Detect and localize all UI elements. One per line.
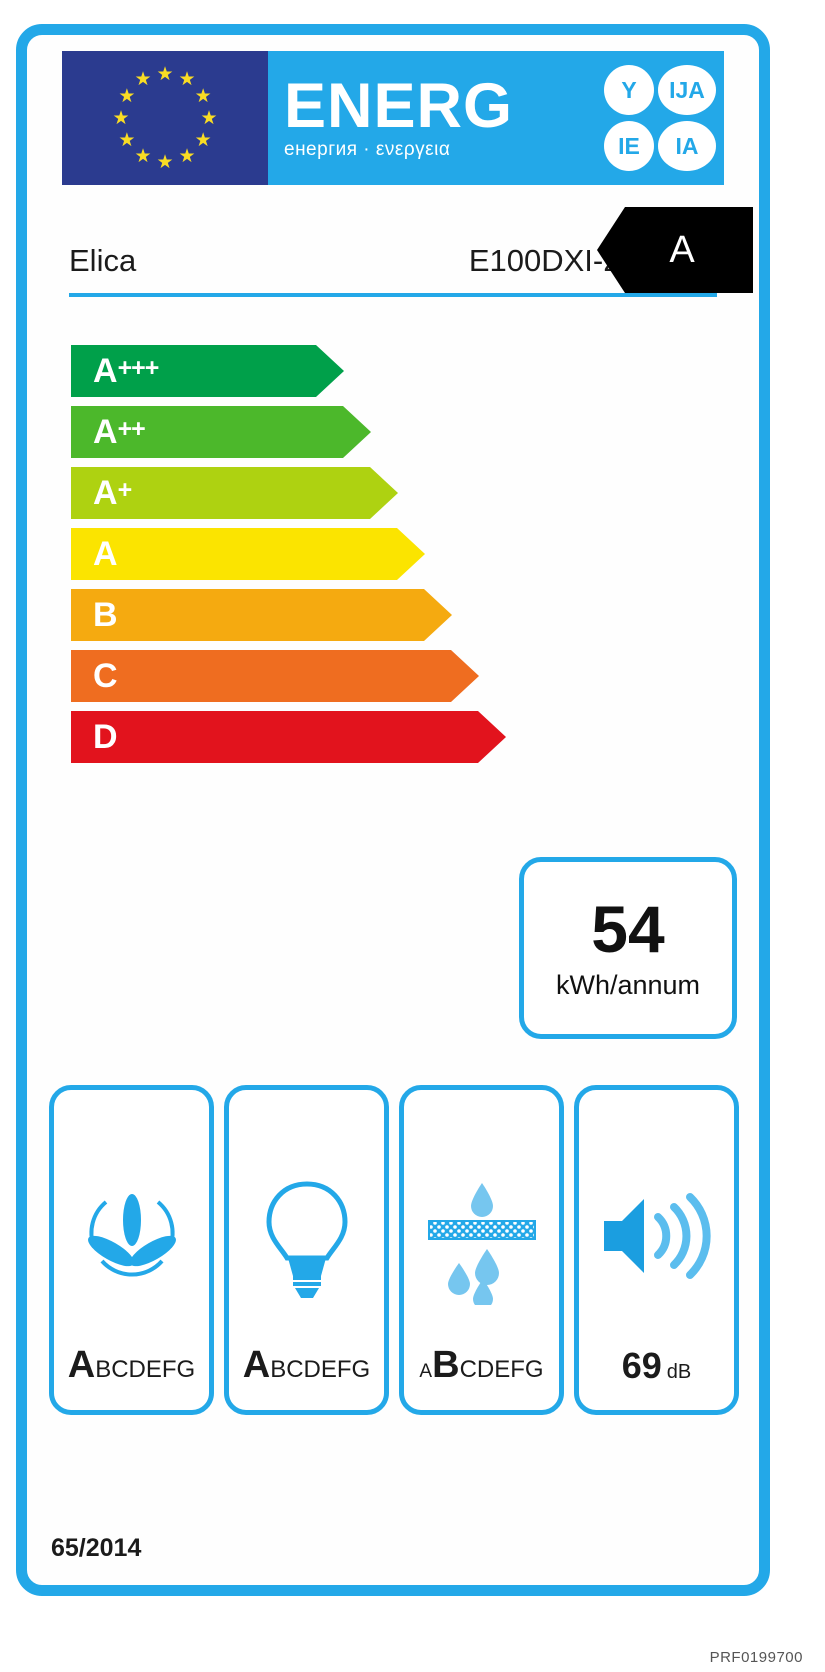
scale-row: A — [71, 528, 739, 580]
consumption-value: 54 — [591, 891, 665, 966]
class-plus-signs: ++ — [117, 414, 145, 443]
noise-level-unit: dB — [666, 1361, 692, 1383]
eu-star-icon: ★ — [178, 145, 196, 167]
lightbulb-icon — [229, 1124, 384, 1346]
fluid-dynamic-efficiency-box: ABCDEFG — [49, 1085, 214, 1415]
eu-star-icon: ★ — [194, 85, 212, 107]
class-letter: A — [93, 351, 118, 390]
label-header: ★ ★ ★ ★ ★ ★ ★ ★ ★ ★ ★ ★ ENERG енергия · ενεργεια Y … — [62, 51, 724, 185]
class-plus-signs: + — [117, 475, 132, 504]
eu-star-icon: ★ — [194, 129, 212, 151]
class-letter: B — [93, 595, 118, 634]
eu-flag-icon: ★ ★ ★ ★ ★ ★ ★ ★ ★ ★ ★ ★ — [62, 51, 268, 185]
class-letter: A — [93, 473, 118, 512]
lighting-grade: ABCDEFG — [243, 1346, 370, 1384]
scale-row: B — [71, 589, 739, 641]
eu-star-icon: ★ — [134, 69, 152, 91]
lighting-efficiency-box: ABCDEFG — [224, 1085, 389, 1415]
fluid-dynamic-grade: ABCDEFG — [68, 1346, 195, 1384]
scale-row: A + — [71, 467, 739, 519]
speaker-icon — [579, 1124, 734, 1348]
rated-class-value: A — [669, 228, 695, 271]
energ-circle-ie: IE — [604, 121, 654, 171]
efficiency-scale: A +++ A ++ A + A B C D — [71, 345, 739, 765]
energ-circle-ija: IJA — [658, 65, 716, 115]
efficiency-class-bar-Aplusplusplus: A +++ — [71, 345, 344, 397]
eu-star-icon: ★ — [178, 69, 196, 91]
consumption-unit: kWh/annum — [555, 969, 701, 1000]
energ-banner: ENERG енергия · ενεργεια Y IJA IE IA — [268, 51, 724, 185]
noise-level-value: 69 — [621, 1345, 662, 1386]
noise-level-value-row: 69 dB — [622, 1348, 692, 1384]
fluid-dynamic-grade-rest: BCDEFG — [95, 1356, 196, 1383]
efficiency-class-bar-C: C — [71, 650, 479, 702]
grease-filtering-grade: ABCDEFG — [419, 1346, 543, 1384]
energ-circle-ia: IA — [658, 121, 716, 171]
supplier-brand: Elica — [69, 243, 137, 278]
header-divider — [69, 293, 717, 297]
grease-filtering-efficiency-box: ABCDEFG — [399, 1085, 564, 1415]
grease-grade-pre: A — [419, 1361, 433, 1382]
grease-grade-value: B — [432, 1344, 460, 1386]
class-letter: C — [93, 656, 118, 695]
lighting-grade-value: A — [242, 1344, 271, 1386]
eu-star-icon: ★ — [156, 151, 174, 173]
efficiency-class-bar-B: B — [71, 589, 452, 641]
class-letter: A — [93, 534, 118, 573]
annual-energy-consumption-box: 54 kWh/annum — [519, 857, 737, 1039]
reference-code: PRF0199700 — [709, 1649, 803, 1666]
efficiency-class-bar-D: D — [71, 711, 506, 763]
class-letter: D — [93, 717, 118, 756]
energ-subtitle: енергия · ενεργεια — [284, 138, 451, 160]
scale-row: C — [71, 650, 739, 702]
fluid-dynamic-grade-value: A — [67, 1344, 96, 1386]
energ-wordmark: ENERG — [284, 70, 514, 141]
energ-language-circles: Y IJA IE IA — [604, 65, 716, 171]
scale-row: A +++ — [71, 345, 739, 397]
rated-class-arrow: A — [597, 207, 753, 293]
eu-star-icon: ★ — [156, 63, 174, 85]
eu-star-icon: ★ — [200, 107, 218, 129]
scale-row: D — [71, 711, 739, 763]
efficiency-class-bar-Aplusplus: A ++ — [71, 406, 371, 458]
eu-star-icon: ★ — [134, 145, 152, 167]
lighting-grade-rest: BCDEFG — [270, 1356, 371, 1383]
efficiency-class-bar-A: A — [71, 528, 425, 580]
energy-label-frame: ★ ★ ★ ★ ★ ★ ★ ★ ★ ★ ★ ★ ENERG енергия · ενεργεια Y … — [16, 24, 770, 1596]
eu-star-icon: ★ — [118, 129, 136, 151]
grease-filter-icon — [404, 1124, 559, 1346]
fan-icon — [54, 1124, 209, 1346]
noise-level-box: 69 dB — [574, 1085, 739, 1415]
scale-row: A ++ — [71, 406, 739, 458]
class-plus-signs: +++ — [117, 353, 159, 382]
class-letter: A — [93, 412, 118, 451]
grease-grade-rest: CDEFG — [459, 1356, 544, 1383]
efficiency-class-bar-Aplus: A + — [71, 467, 398, 519]
regulation-number: 65/2014 — [51, 1534, 142, 1562]
eu-star-icon: ★ — [112, 107, 130, 129]
pictogram-boxes: ABCDEFG ABCDEFG — [49, 1085, 739, 1415]
eu-star-icon: ★ — [118, 85, 136, 107]
energ-circle-y: Y — [604, 65, 654, 115]
